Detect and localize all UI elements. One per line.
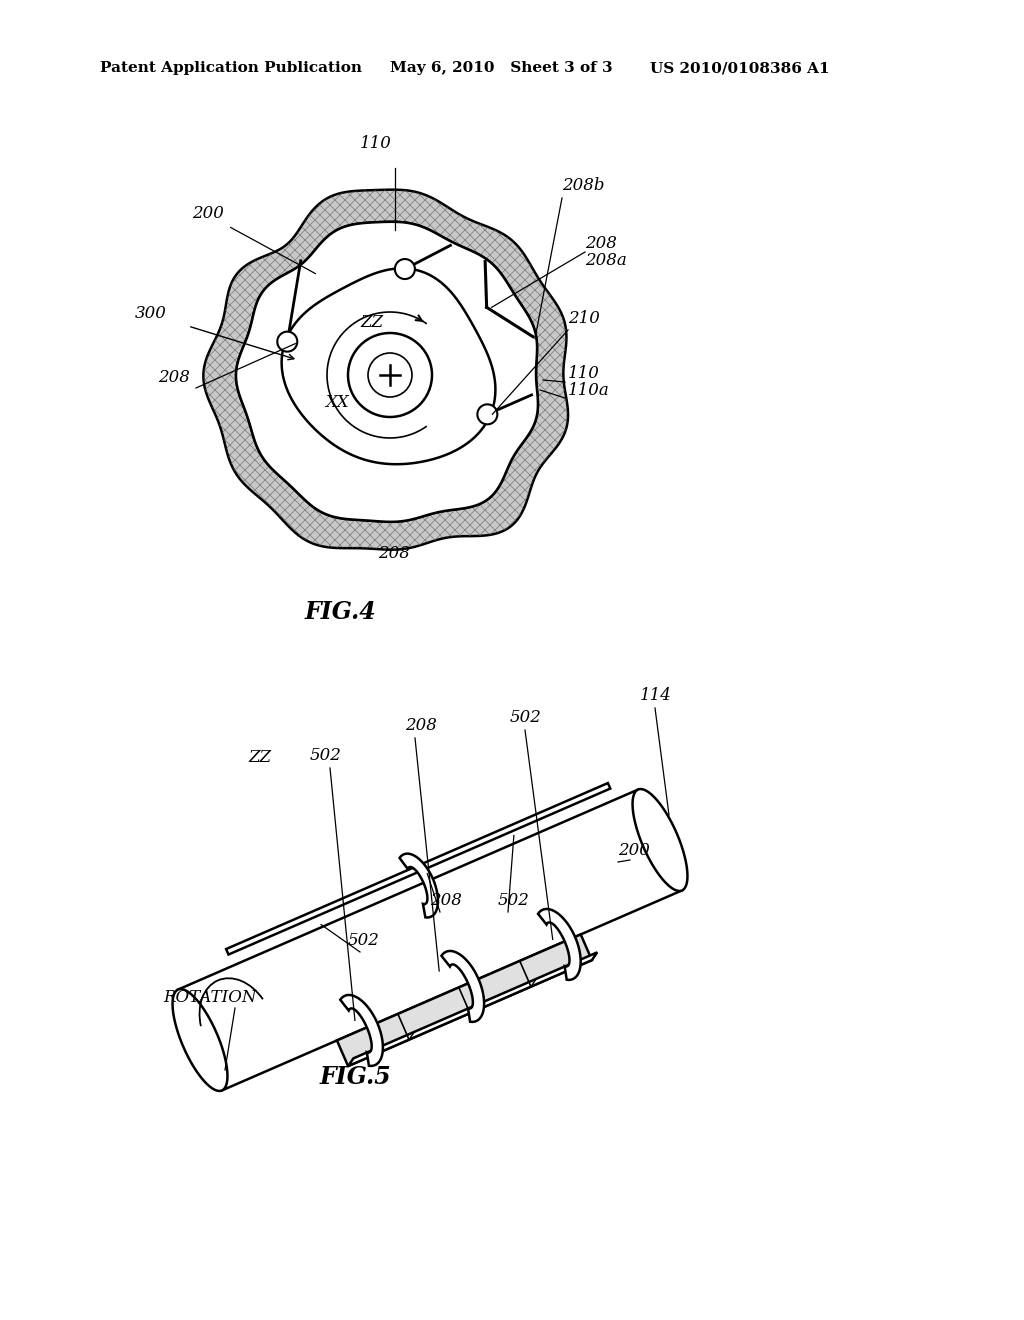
Polygon shape xyxy=(538,909,581,979)
Text: ZZ: ZZ xyxy=(248,748,271,766)
Polygon shape xyxy=(399,854,438,917)
Text: 502: 502 xyxy=(510,709,542,726)
Text: ZZ: ZZ xyxy=(360,314,383,331)
Text: XX: XX xyxy=(325,393,349,411)
Polygon shape xyxy=(173,989,227,1090)
Text: 210: 210 xyxy=(568,310,600,327)
Polygon shape xyxy=(633,789,687,891)
Circle shape xyxy=(348,333,432,417)
Polygon shape xyxy=(236,222,538,521)
Polygon shape xyxy=(282,268,496,465)
Polygon shape xyxy=(340,995,383,1067)
Circle shape xyxy=(278,331,297,351)
Circle shape xyxy=(395,259,415,279)
Circle shape xyxy=(477,404,498,424)
Polygon shape xyxy=(236,222,538,521)
Text: 300: 300 xyxy=(135,305,167,322)
Text: 208: 208 xyxy=(430,892,462,909)
Text: 502: 502 xyxy=(498,892,529,909)
Text: 200: 200 xyxy=(193,205,224,222)
Polygon shape xyxy=(204,190,568,549)
Text: 208: 208 xyxy=(158,370,189,385)
Text: 208: 208 xyxy=(378,545,410,562)
Text: 110: 110 xyxy=(568,366,600,381)
Text: 200: 200 xyxy=(618,842,650,859)
Text: Patent Application Publication: Patent Application Publication xyxy=(100,61,362,75)
Text: 208: 208 xyxy=(585,235,616,252)
Text: FIG.5: FIG.5 xyxy=(319,1065,392,1089)
Text: ROTATION: ROTATION xyxy=(163,989,256,1006)
Polygon shape xyxy=(441,950,484,1022)
Text: 208a: 208a xyxy=(585,252,627,269)
Text: 110: 110 xyxy=(360,135,392,152)
Text: US 2010/0108386 A1: US 2010/0108386 A1 xyxy=(650,61,829,75)
Polygon shape xyxy=(337,935,592,1067)
Text: FIG.4: FIG.4 xyxy=(305,601,377,624)
Text: 208: 208 xyxy=(406,717,437,734)
Text: 502: 502 xyxy=(310,747,342,764)
Text: 502: 502 xyxy=(348,932,380,949)
Text: 110a: 110a xyxy=(568,381,609,399)
Polygon shape xyxy=(226,783,610,954)
Text: 114: 114 xyxy=(640,686,672,704)
Text: May 6, 2010   Sheet 3 of 3: May 6, 2010 Sheet 3 of 3 xyxy=(390,61,612,75)
Text: 208b: 208b xyxy=(562,177,604,194)
Polygon shape xyxy=(348,952,597,1067)
